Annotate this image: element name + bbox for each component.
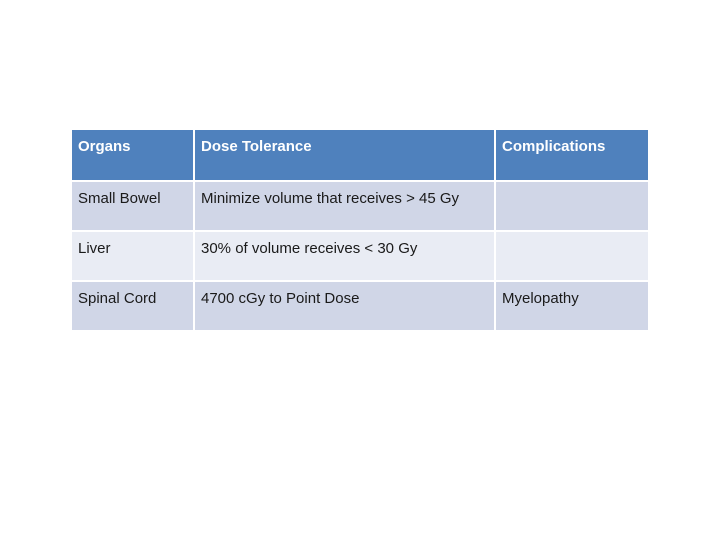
header-cell-dose-tolerance: Dose Tolerance <box>195 130 494 180</box>
header-cell-organs: Organs <box>72 130 193 180</box>
table-cell-complication: Myelopathy <box>496 282 648 330</box>
table-cell-complication <box>496 232 648 280</box>
table-cell-organ: Liver <box>72 232 193 280</box>
table-cell-organ: Spinal Cord <box>72 282 193 330</box>
table-cell-complication <box>496 182 648 230</box>
header-cell-complications: Complications <box>496 130 648 180</box>
table-cell-dose-tolerance: 4700 cGy to Point Dose <box>195 282 494 330</box>
table-cell-dose-tolerance: 30% of volume receives < 30 Gy <box>195 232 494 280</box>
table-cell-dose-tolerance: Minimize volume that receives > 45 Gy <box>195 182 494 230</box>
organ-dose-tolerance-table: Organs Dose Tolerance Complications Smal… <box>72 130 648 330</box>
table-cell-organ: Small Bowel <box>72 182 193 230</box>
